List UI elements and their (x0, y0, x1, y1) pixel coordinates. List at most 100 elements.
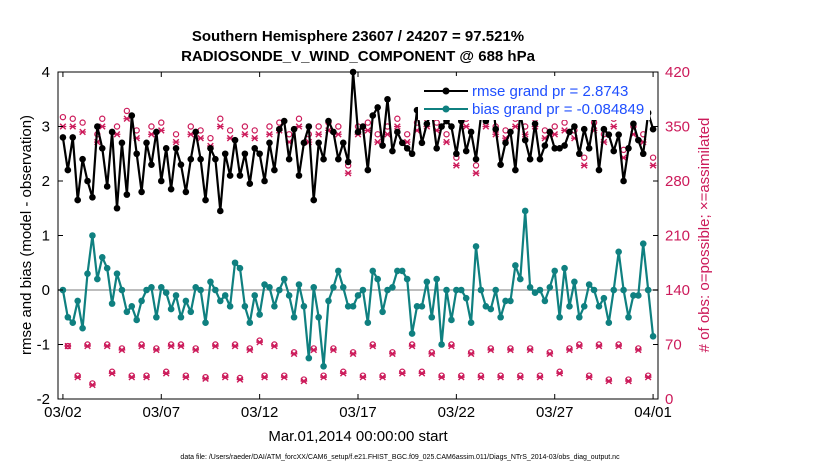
obs-assimilated-point (605, 377, 613, 385)
obs-assimilated-point (374, 138, 382, 146)
obs-assimilated-point (231, 342, 239, 350)
obs-assimilated-point (634, 346, 642, 354)
obs-possible-point (581, 154, 588, 161)
x-axis-label: Mar.01,2014 00:00:00 start (268, 428, 448, 445)
obs-assimilated-point (457, 373, 465, 381)
y-tick-label: 0 (42, 282, 50, 299)
obs-possible-point (69, 115, 76, 122)
obs-assimilated-point (320, 373, 327, 381)
bias-point (625, 313, 632, 321)
obs-assimilated-point (221, 373, 229, 381)
obs-assimilated-point (556, 370, 563, 377)
bias-point (271, 303, 278, 310)
obs-assimilated-point (167, 342, 175, 350)
bias-point (482, 303, 490, 310)
obs-assimilated-point (408, 342, 416, 350)
obs-possible-point (458, 372, 465, 379)
obs-possible-point (79, 119, 86, 126)
rmse-point (202, 196, 209, 204)
rmse-point (580, 125, 588, 133)
x-tick-label: 03/17 (339, 404, 377, 421)
right-tick-label: 70 (665, 337, 682, 354)
bias-point (64, 313, 72, 321)
bias-point (354, 292, 362, 299)
obs-assimilated-point (79, 128, 86, 136)
obs-possible-point (158, 119, 165, 126)
rmse-point (512, 166, 519, 174)
bias-point (330, 283, 337, 291)
rmse-point (94, 123, 101, 130)
right-tick-label: 0 (665, 391, 673, 408)
bias-point (364, 319, 372, 327)
obs-possible-point (349, 349, 357, 356)
bias-point (620, 286, 627, 294)
rmse-point (197, 155, 204, 163)
bias-point (639, 240, 647, 247)
obs-possible-point (162, 368, 170, 375)
obs-possible-point (448, 341, 455, 348)
bias-point (516, 275, 524, 283)
rmse-point (182, 188, 190, 196)
obs-assimilated-point (443, 138, 450, 146)
rmse-point (59, 134, 67, 141)
rmse-point (207, 145, 214, 152)
bias-point (605, 319, 613, 327)
rmse-point (64, 166, 72, 174)
bias-point (497, 313, 504, 321)
obs-assimilated-point (153, 346, 160, 354)
obs-possible-point (310, 345, 317, 352)
bias-point (162, 289, 170, 297)
obs-possible-point (148, 123, 155, 130)
rmse-point (236, 172, 244, 179)
obs-assimilated-point (241, 130, 249, 138)
rmse-point (103, 183, 111, 190)
obs-possible-point (625, 376, 632, 383)
bias-point (349, 303, 357, 310)
obs-possible-point (472, 162, 480, 169)
obs-assimilated-point (74, 373, 82, 381)
rmse-point (251, 145, 259, 152)
rmse-point (84, 177, 91, 185)
obs-possible-point (561, 119, 568, 126)
rmse-point (295, 172, 303, 179)
x-tick-label: 04/01 (634, 404, 672, 421)
rmse-point (133, 150, 140, 158)
rmse-point (177, 161, 185, 168)
chart-title-line2: RADIOSONDE_V_WIND_COMPONENT @ 688 hPa (181, 48, 536, 65)
obs-possible-point (182, 372, 190, 379)
y-tick-label: 1 (42, 228, 50, 245)
obs-possible-point (635, 345, 642, 352)
obs-assimilated-point (300, 377, 308, 385)
rmse-point (138, 188, 145, 196)
x-tick-label: 03/12 (241, 404, 279, 421)
bias-point (457, 286, 465, 294)
x-axis-ticks: 03/02 03/07 03/12 03/17 03/22 03/27 04/01 (44, 72, 672, 421)
rmse-point (192, 128, 200, 136)
obs-assimilated-point (172, 138, 180, 146)
legend-rmse-marker (442, 87, 450, 95)
rmse-point (246, 180, 254, 188)
obs-possible-point (89, 380, 96, 387)
rmse-point (467, 128, 475, 136)
obs-possible-point (605, 376, 613, 383)
legend-box (418, 76, 650, 120)
obs-possible-point (99, 115, 106, 122)
obs-assimilated-point (349, 350, 357, 358)
rmse-point (290, 125, 298, 133)
rmse-point (118, 139, 126, 147)
obs-assimilated-point (266, 130, 273, 138)
obs-assimilated-point (472, 169, 480, 177)
rmse-point (325, 117, 332, 125)
obs-possible-point (399, 368, 406, 375)
obs-assimilated-point (64, 342, 72, 350)
obs-assimilated-point (389, 350, 396, 358)
obs-assimilated-point (507, 346, 514, 354)
obs-assimilated-point (128, 373, 136, 381)
right-tick-label: 140 (665, 282, 690, 299)
obs-possible-point (649, 154, 657, 161)
bias-point (502, 297, 509, 305)
bias-point (226, 303, 234, 310)
bias-point (315, 313, 322, 321)
obs-assimilated-point (138, 342, 145, 350)
bias-point (576, 313, 583, 321)
